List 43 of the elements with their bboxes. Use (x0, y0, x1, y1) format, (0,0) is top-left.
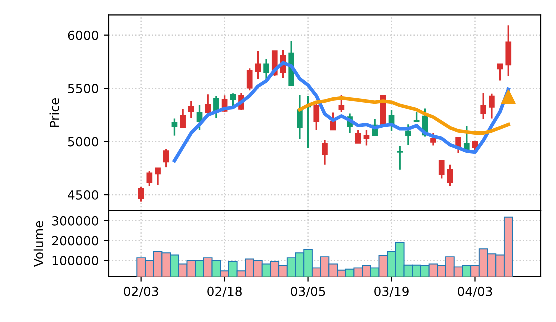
candlestick (180, 108, 186, 128)
x-tick-label: 03/19 (374, 286, 409, 298)
candlestick (480, 92, 487, 120)
candlestick (497, 63, 504, 82)
candlestick (406, 124, 412, 146)
candlestick (163, 148, 170, 168)
x-tick-label: 02/18 (208, 286, 242, 298)
candlestick (264, 58, 270, 80)
candlestick (155, 167, 161, 186)
candlestick (430, 132, 436, 147)
x-tick-label: 02/03 (124, 286, 158, 298)
y-tick-label: 100000 (52, 256, 98, 266)
y-axis-title: Volume (34, 221, 44, 268)
y-tick-label: 4500 (68, 190, 98, 200)
candlestick (188, 100, 194, 119)
candlestick (146, 170, 153, 188)
candlestick (397, 145, 404, 171)
candlestick (246, 68, 253, 92)
y-tick-label: 6000 (68, 30, 98, 40)
candlestick (172, 118, 178, 137)
candlestick (138, 186, 144, 203)
candlestick (355, 129, 362, 144)
y-tick-label: 200000 (52, 236, 98, 246)
candlestick (297, 94, 303, 140)
x-tick-label: 03/05 (291, 286, 326, 298)
candlestick (364, 129, 370, 147)
candlestick (338, 94, 345, 113)
y-tick-label: 300000 (52, 216, 98, 226)
candlestick (205, 94, 212, 114)
candlestick (489, 93, 495, 120)
candlestick (414, 111, 420, 123)
line-series (298, 96, 510, 136)
candlestick (255, 50, 262, 80)
y-tick-label: 5000 (68, 137, 98, 147)
y-axis-title: Price (50, 98, 60, 128)
y-tick-label: 5500 (68, 84, 98, 94)
candlestick (506, 24, 512, 78)
candlestick (230, 92, 236, 107)
candlestick (322, 139, 328, 166)
candlestick (447, 164, 454, 188)
candlestick (438, 160, 445, 180)
candlestick (314, 102, 320, 132)
x-tick-label: 04/03 (458, 286, 492, 298)
